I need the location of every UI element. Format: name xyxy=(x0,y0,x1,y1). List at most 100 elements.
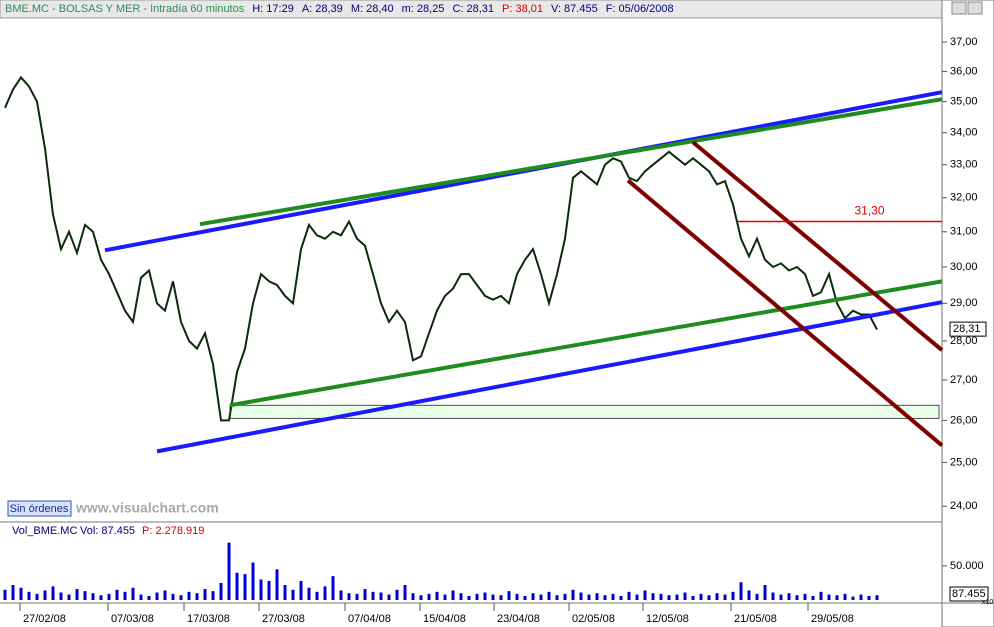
volume-bar xyxy=(491,594,495,600)
volume-bar xyxy=(283,585,287,600)
volume-bar xyxy=(659,593,663,600)
volume-bar xyxy=(467,595,471,600)
volume-bar xyxy=(171,593,175,600)
volume-bar xyxy=(651,593,655,600)
volume-bar xyxy=(411,593,415,600)
y-tick-label: 34,00 xyxy=(950,127,978,139)
volume-bar xyxy=(611,593,615,600)
header-item: M: 28,40 xyxy=(351,3,394,15)
volume-bar xyxy=(355,593,359,600)
volume-bar xyxy=(627,591,631,600)
volume-bar xyxy=(403,585,407,600)
volume-bar xyxy=(291,589,295,600)
orders-button[interactable] xyxy=(7,500,72,517)
volume-bar xyxy=(259,579,263,600)
volume-bar xyxy=(555,595,559,600)
header-item: A: 28,39 xyxy=(302,3,343,15)
trendline xyxy=(156,300,943,454)
volume-bar xyxy=(851,596,855,600)
orders-button-label[interactable]: Sin órdenes xyxy=(10,503,69,515)
volume-bar xyxy=(475,593,479,600)
volume-bar xyxy=(19,587,23,600)
volume-bar xyxy=(667,595,671,600)
y-tick-label: 32,00 xyxy=(950,192,978,204)
volume-bar xyxy=(675,594,679,600)
volume-bar xyxy=(619,595,623,600)
volume-bar xyxy=(539,594,543,600)
volume-bar xyxy=(27,591,31,600)
volume-bar xyxy=(131,587,135,600)
volume-bar xyxy=(11,585,15,600)
volume-bar xyxy=(203,589,207,600)
volume-bar xyxy=(163,590,167,600)
volume-bar xyxy=(67,594,71,600)
volume-bar xyxy=(819,591,823,600)
trendline xyxy=(199,97,943,227)
volume-bar xyxy=(763,585,767,600)
volume-bar xyxy=(339,590,343,600)
volume-bar xyxy=(779,594,783,600)
volume-unit: x10 xyxy=(982,599,993,606)
x-tick-label: 17/03/08 xyxy=(187,613,230,625)
volume-bar xyxy=(187,591,191,600)
y-tick-label: 26,00 xyxy=(950,414,978,426)
x-tick-label: 21/05/08 xyxy=(734,613,777,625)
volume-bar xyxy=(755,593,759,600)
volume-bar xyxy=(867,595,871,600)
volume-bar xyxy=(115,589,119,600)
y-tick-label: 35,00 xyxy=(950,96,978,108)
volume-bar xyxy=(771,592,775,600)
volume-value: Vol: 87.455 xyxy=(80,525,135,537)
window-button[interactable] xyxy=(967,1,983,15)
volume-bar xyxy=(587,594,591,600)
header-item: C: 28,31 xyxy=(452,3,494,15)
last-volume-label: 87.455 xyxy=(952,588,986,600)
volume-bar xyxy=(195,593,199,600)
volume-bar xyxy=(875,595,879,600)
volume-bar xyxy=(179,595,183,600)
watermark: www.visualchart.com xyxy=(75,500,219,516)
y-tick-label: 37,00 xyxy=(950,36,978,48)
volume-bar xyxy=(747,590,751,600)
volume-bar xyxy=(83,591,87,600)
volume-bar xyxy=(59,592,63,600)
x-tick-label: 07/04/08 xyxy=(348,613,391,625)
volume-note: P: 2.278.919 xyxy=(142,525,204,537)
volume-title: Vol_BME.MC xyxy=(12,525,77,537)
header-item: m: 28,25 xyxy=(402,3,445,15)
header-item: H: 17:29 xyxy=(252,3,294,15)
volume-bar xyxy=(75,589,79,600)
volume-bar xyxy=(499,595,503,600)
volume-bar xyxy=(387,594,391,600)
volume-bar xyxy=(723,594,727,600)
y-tick-label: 25,00 xyxy=(950,456,978,468)
y-tick-label: 24,00 xyxy=(950,500,978,512)
level-label: 31,30 xyxy=(854,204,884,218)
volume-bar xyxy=(731,591,735,600)
trendline xyxy=(626,178,944,447)
volume-bar xyxy=(99,595,103,600)
volume-bar xyxy=(347,593,351,600)
volume-bar xyxy=(843,593,847,600)
header-item: F: 05/06/2008 xyxy=(606,3,674,15)
volume-bar xyxy=(571,589,575,600)
volume-bar xyxy=(787,593,791,600)
volume-bar xyxy=(859,594,863,600)
volume-bar xyxy=(419,595,423,600)
volume-bar xyxy=(107,593,111,600)
last-price-box xyxy=(949,321,987,337)
y-tick-label: 27,00 xyxy=(950,374,978,386)
window-button[interactable] xyxy=(951,1,967,15)
trendline xyxy=(691,140,944,352)
x-tick-label: 27/03/08 xyxy=(262,613,305,625)
volume-bar xyxy=(211,591,215,600)
header-item: BME.MC - BOLSAS Y MER - Intradía 60 minu… xyxy=(5,3,245,15)
volume-bar xyxy=(715,593,719,600)
volume-bar xyxy=(43,590,47,600)
volume-bar xyxy=(331,576,335,600)
y-tick-label: 28,00 xyxy=(950,335,978,347)
y-tick-label: 29,00 xyxy=(950,297,978,309)
y-tick-label: 33,00 xyxy=(950,159,978,171)
volume-bar xyxy=(643,590,647,600)
x-tick-label: 23/04/08 xyxy=(497,613,540,625)
